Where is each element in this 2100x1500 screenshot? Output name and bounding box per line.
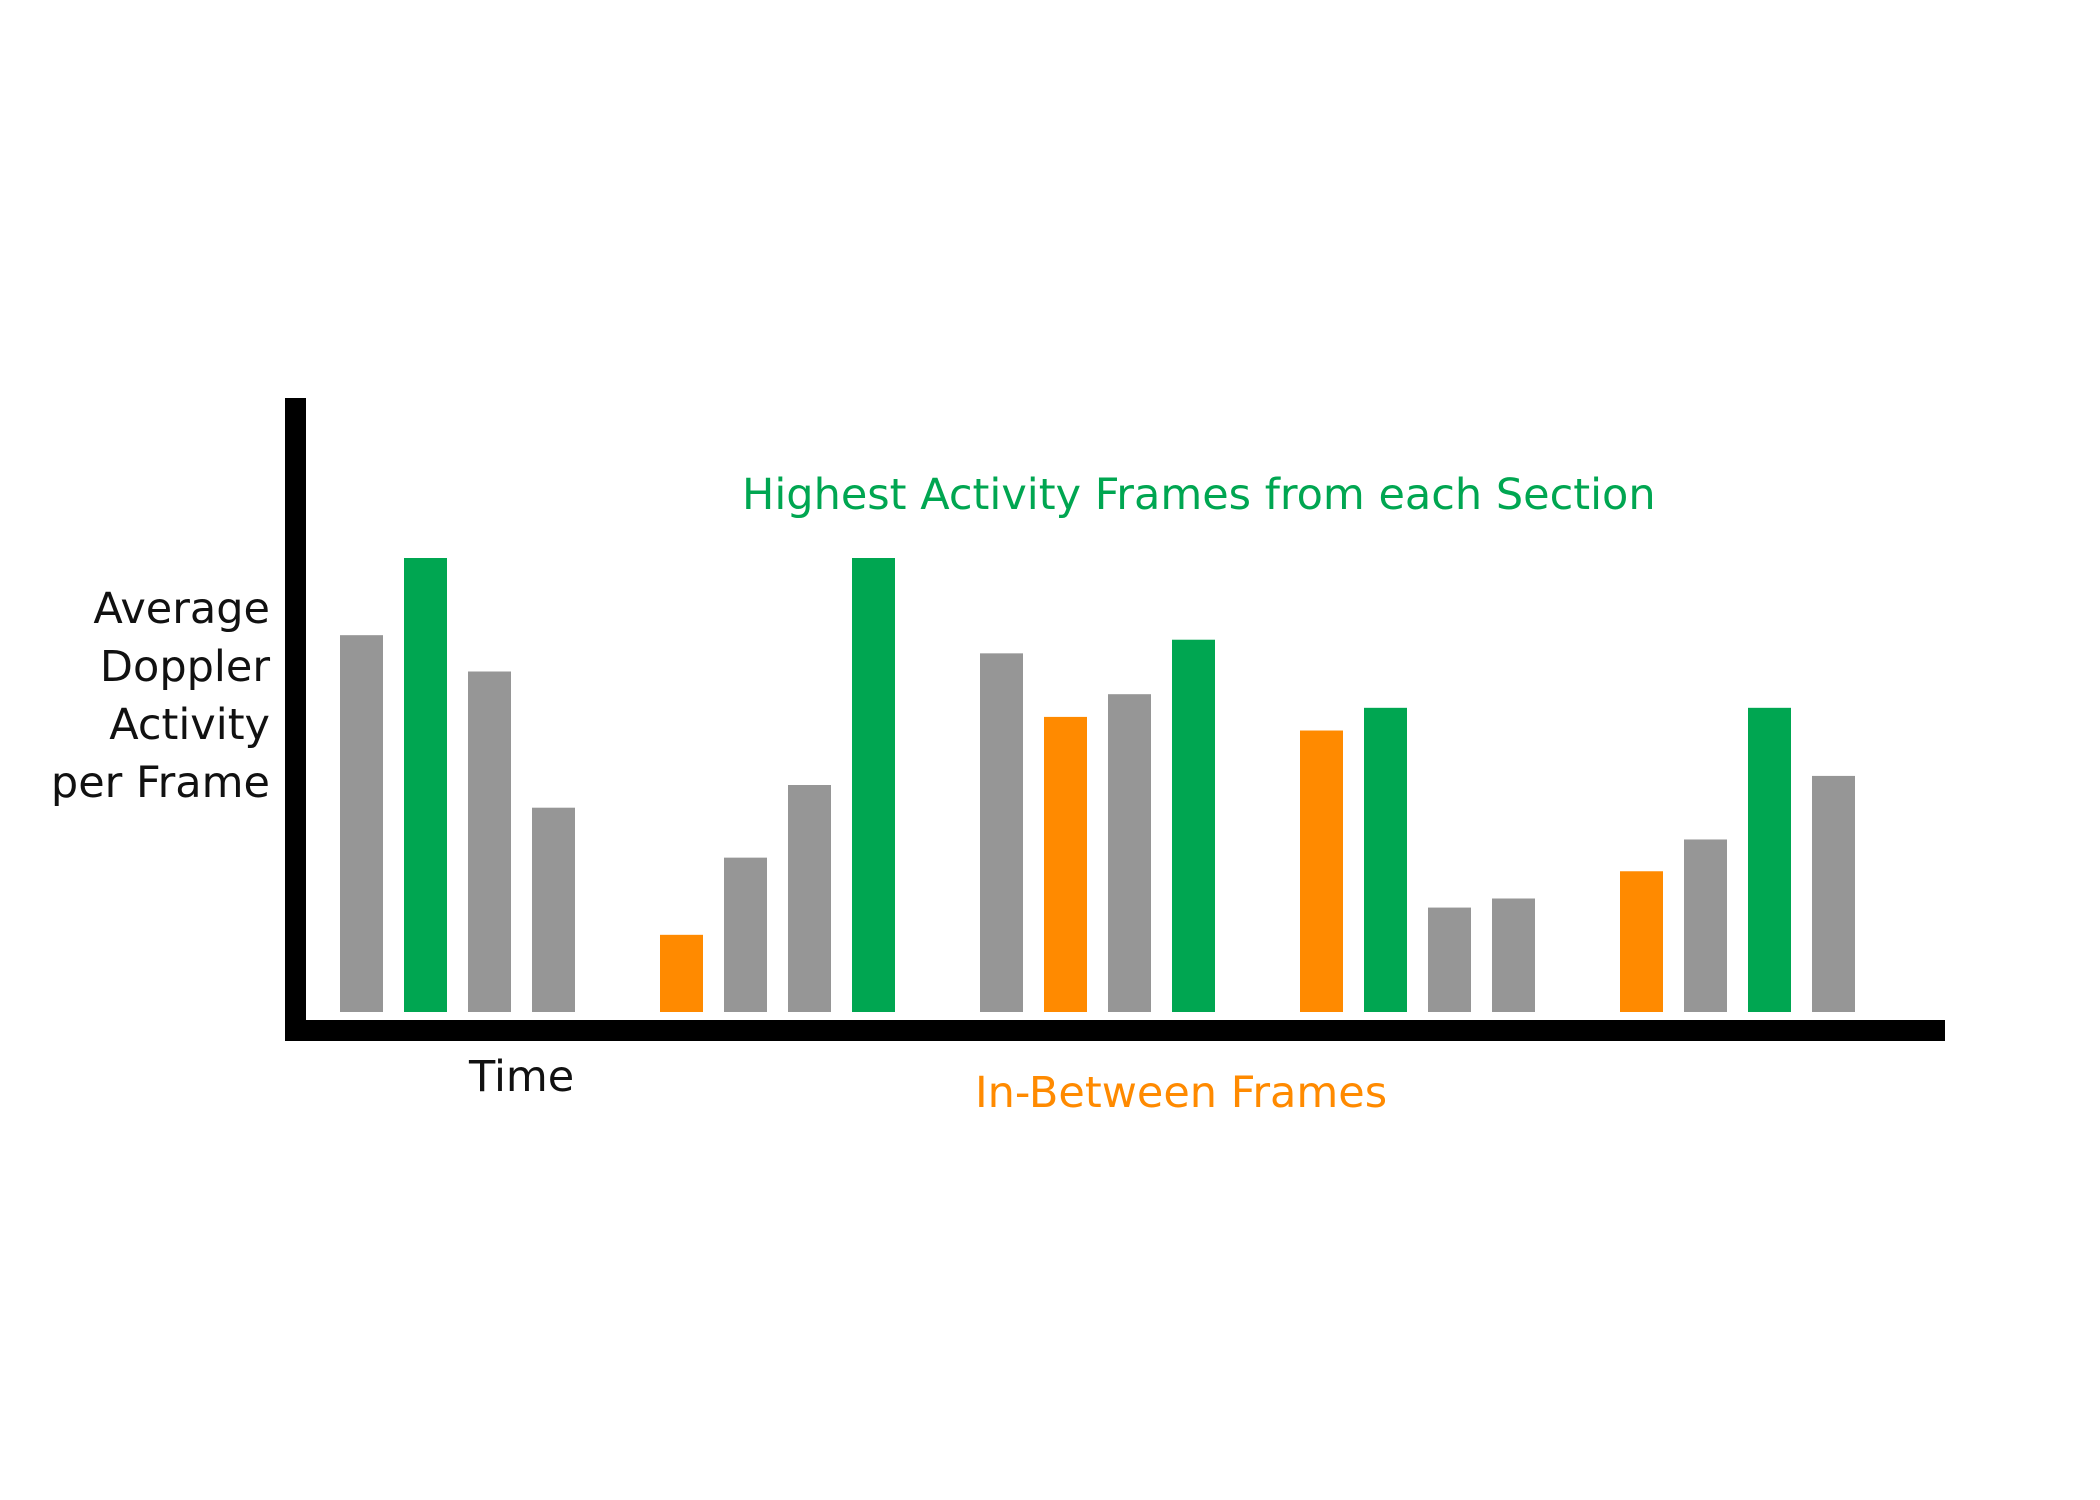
bar-highest-s4-2: [1364, 707, 1407, 1012]
bar-other-s4-3: [1428, 907, 1471, 1012]
y-axis-label-line-4: per Frame: [50, 758, 270, 808]
bar-other-s2-2: [724, 857, 767, 1012]
in-between-frames-annotation: In-Between Frames: [975, 1068, 1388, 1118]
bar-other-s4-4: [1492, 898, 1535, 1012]
bar-in-between-s2-1: [660, 934, 703, 1012]
bar-other-s1-4: [532, 807, 575, 1012]
bars-group: [340, 558, 1855, 1012]
y-axis-line: [285, 398, 306, 1039]
bar-highest-s2-4: [852, 558, 895, 1012]
bar-other-s1-3: [468, 671, 511, 1012]
highest-frames-annotation: Highest Activity Frames from each Sectio…: [742, 470, 1656, 520]
bar-highest-s3-4: [1172, 639, 1215, 1012]
bar-other-s3-3: [1108, 694, 1151, 1012]
x-axis-line: [285, 1020, 1945, 1041]
y-axis-label: Average Doppler Activity per Frame: [0, 580, 270, 812]
bar-in-between-s5-1: [1620, 871, 1663, 1012]
bar-other-s5-4: [1812, 775, 1855, 1012]
bar-other-s1-1: [340, 635, 383, 1012]
y-axis-label-line-2: Doppler: [99, 642, 270, 692]
x-axis-label: Time: [469, 1052, 575, 1102]
bar-other-s5-2: [1684, 839, 1727, 1012]
bar-in-between-s4-1: [1300, 730, 1343, 1012]
bar-other-s2-3: [788, 785, 831, 1012]
y-axis-label-line-1: Average: [93, 584, 270, 634]
bar-highest-s1-2: [404, 558, 447, 1012]
bar-other-s3-1: [980, 653, 1023, 1012]
bar-highest-s5-3: [1748, 707, 1791, 1012]
bar-in-between-s3-2: [1044, 716, 1087, 1012]
y-axis-label-line-3: Activity: [109, 700, 270, 750]
